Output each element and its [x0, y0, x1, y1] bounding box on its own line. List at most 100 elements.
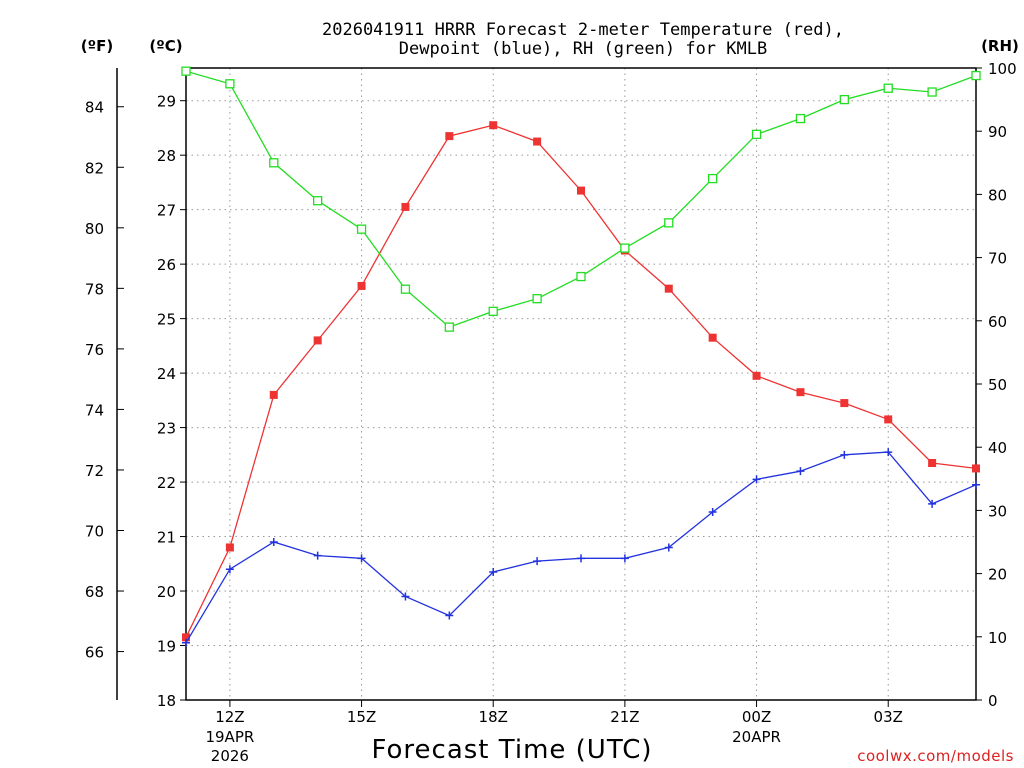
dewpoint-point [620, 554, 629, 563]
rh-tick-label: 100 [988, 60, 1017, 78]
temperature-point [182, 633, 190, 642]
dewpoint-point [752, 475, 761, 484]
celsius-tick-label: 26 [157, 256, 176, 274]
rh-tick-label: 20 [988, 566, 1007, 584]
fahrenheit-tick-label: 74 [85, 401, 104, 419]
dewpoint-point [225, 565, 234, 574]
rh-point [356, 224, 367, 234]
rh-tick-label: 0 [988, 692, 998, 710]
dewpoint-point [313, 551, 322, 560]
fahrenheit-tick-label: 80 [85, 220, 104, 238]
rh-line [185, 70, 977, 328]
x-tick-label: 18Z [479, 708, 508, 726]
temperature-point [577, 186, 585, 195]
rh-tick-label: 80 [988, 186, 1007, 204]
grid-lines [186, 68, 976, 700]
x-tick-year: 2026 [211, 747, 249, 765]
celsius-unit-label: (ºC) [149, 37, 182, 55]
rh-point [488, 306, 498, 316]
dewpoint-point [533, 557, 542, 566]
temperature-point [972, 464, 980, 473]
rh-point [181, 66, 191, 76]
celsius-tick-label: 18 [157, 692, 176, 710]
temperature-point [928, 459, 937, 467]
rh-point [795, 113, 806, 124]
temperature-point [840, 399, 849, 408]
dewpoint-point [972, 480, 980, 489]
temperature-point [664, 284, 673, 293]
celsius-tick-label: 24 [157, 365, 176, 383]
rh-tick-label: 30 [988, 502, 1007, 520]
x-axis-title: Forecast Time (UTC) [371, 735, 652, 765]
chart-title-line1: 2026041911 HRRR Forecast 2-meter Tempera… [322, 20, 844, 40]
rh-unit-label: (RH) [981, 37, 1019, 55]
rh-point [620, 243, 630, 253]
x-tick-label: 00Z [742, 708, 771, 726]
temperature-point [489, 121, 498, 130]
celsius-tick-label: 23 [157, 420, 176, 438]
rh-tick-label: 70 [988, 250, 1007, 268]
dewpoint-line [185, 451, 977, 644]
temperature-point [752, 371, 761, 380]
temperature-point [401, 202, 410, 211]
temperature-point [884, 415, 893, 424]
data-series [181, 66, 981, 647]
rh-tick-label: 40 [988, 439, 1007, 457]
dewpoint-point [269, 538, 278, 546]
temperature-point [313, 336, 322, 345]
rh-point [576, 271, 586, 282]
rh-tick-label: 60 [988, 313, 1007, 331]
dewpoint-point [401, 592, 410, 601]
dewpoint-point [840, 450, 849, 459]
dewpoint-point [357, 554, 366, 563]
x-tick-date: 20APR [732, 728, 781, 746]
celsius-tick-label: 19 [157, 638, 176, 656]
rh-point [313, 196, 323, 206]
fahrenheit-tick-label: 72 [85, 462, 104, 480]
rh-point [751, 129, 762, 140]
rh-point [971, 70, 981, 81]
credit-text: coolwx.com/models [857, 747, 1014, 765]
temperature-point [269, 390, 278, 399]
dewpoint-point [577, 554, 585, 563]
celsius-tick-label: 22 [157, 474, 176, 492]
dewpoint-point [884, 448, 893, 457]
fahrenheit-tick-label: 66 [85, 644, 104, 662]
fahrenheit-tick-label: 70 [85, 522, 104, 540]
fahrenheit-tick-label: 76 [85, 341, 104, 359]
dewpoint-point [182, 638, 190, 647]
dewpoint-point [708, 508, 717, 517]
celsius-tick-label: 20 [157, 583, 176, 601]
celsius-tick-label: 29 [157, 93, 176, 111]
x-tick-label: 15Z [347, 708, 376, 726]
x-tick-label: 03Z [874, 708, 903, 726]
rh-point [927, 87, 937, 97]
rh-point [225, 79, 235, 89]
dewpoint-point [928, 499, 937, 508]
fahrenheit-tick-label: 78 [85, 280, 104, 298]
temperature-point [445, 132, 454, 141]
temperature-point [533, 137, 542, 146]
temperature-point [357, 281, 366, 290]
fahrenheit-tick-label: 82 [85, 159, 104, 177]
rh-point [532, 294, 542, 304]
celsius-tick-label: 27 [157, 202, 176, 220]
fahrenheit-tick-label: 84 [85, 99, 104, 117]
dewpoint-point [664, 543, 673, 552]
celsius-tick-label: 21 [157, 529, 176, 547]
rh-point [664, 218, 674, 228]
rh-point [708, 173, 718, 184]
rh-tick-label: 10 [988, 629, 1007, 647]
x-tick-label: 12Z [215, 708, 244, 726]
rh-tick-label: 50 [988, 376, 1007, 394]
rh-point [839, 94, 849, 105]
celsius-tick-label: 28 [157, 147, 176, 165]
celsius-tick-label: 25 [157, 311, 176, 329]
temperature-point [225, 543, 234, 552]
rh-tick-label: 90 [988, 123, 1007, 141]
rh-point [400, 284, 411, 294]
rh-point [444, 322, 454, 332]
x-tick-label: 21Z [610, 708, 639, 726]
fahrenheit-unit-label: (ºF) [81, 37, 113, 55]
